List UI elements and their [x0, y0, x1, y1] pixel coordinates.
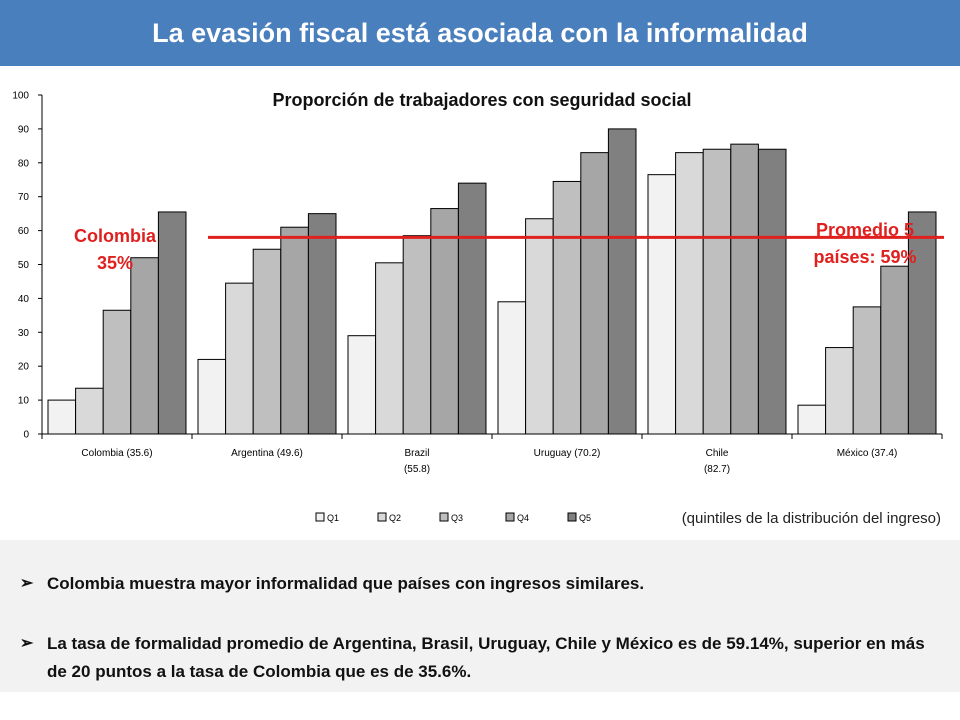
y-tick-label: 30: [18, 328, 30, 339]
bar-chart: Proporción de trabajadores con seguridad…: [12, 90, 944, 527]
legend-label-q3: Q3: [451, 513, 463, 523]
bar-q3: [702, 148, 732, 435]
bar-q5: [457, 182, 487, 435]
x-category-label: Argentina (49.6): [231, 448, 303, 459]
y-tick-label: 0: [23, 430, 29, 441]
bar-q3: [102, 309, 132, 435]
legend-label-q4: Q4: [517, 513, 529, 523]
legend-description: (quintiles de la distribución del ingres…: [682, 510, 941, 527]
bar-q2: [525, 218, 554, 435]
bar-q5: [607, 128, 637, 435]
legend-swatch-q4: [505, 512, 515, 522]
bar-q2: [825, 347, 854, 435]
y-tick-label: 60: [18, 226, 30, 237]
summary-bullet-text: Colombia muestra mayor informalidad que …: [47, 574, 645, 593]
bar-q3: [252, 248, 282, 435]
x-category-label: Chile: [706, 448, 729, 459]
bar-q3: [852, 306, 882, 435]
bar-q2: [225, 282, 254, 435]
chart-area: Proporción de trabajadores con seguridad…: [0, 66, 960, 540]
bar-q1: [797, 404, 827, 435]
chart-title: Proporción de trabajadores con seguridad…: [272, 90, 691, 110]
bar-q1: [197, 358, 227, 435]
average-annotation-line1: Promedio 5: [815, 220, 915, 240]
y-tick-label: 10: [18, 396, 30, 407]
x-category-label: Brazil: [404, 448, 429, 459]
x-category-label: (55.8): [404, 464, 430, 475]
bar-q5: [907, 211, 937, 435]
x-category-label: Uruguay (70.2): [534, 448, 601, 459]
y-tick-label: 50: [18, 260, 30, 271]
legend-label-q2: Q2: [389, 513, 401, 523]
summary-bullet-text: La tasa de formalidad promedio de Argent…: [47, 634, 925, 681]
bar-q1: [497, 301, 527, 435]
legend-swatch-q2: [377, 512, 387, 522]
legend-label-q1: Q1: [327, 513, 339, 523]
arrow-bullet-icon: ➢: [20, 575, 34, 592]
average-annotation: Promedio 5 países: 59%: [790, 217, 940, 271]
bar-q1: [47, 399, 77, 435]
x-category-label: Colombia (35.6): [81, 448, 152, 459]
bar-q4: [130, 257, 159, 435]
y-tick-label: 70: [18, 192, 30, 203]
bar-q4: [280, 226, 309, 435]
y-tick-label: 20: [18, 362, 30, 373]
summary-panel: ➢ Colombia muestra mayor informalidad qu…: [0, 540, 960, 692]
average-annotation-line2: países: 59%: [813, 247, 917, 267]
bar-q3: [552, 180, 582, 435]
bar-q1: [347, 335, 377, 435]
legend-swatch-q3: [439, 512, 449, 522]
bar-q2: [75, 387, 104, 435]
colombia-annotation: Colombia 35%: [50, 223, 180, 277]
colombia-annotation-line1: Colombia: [73, 226, 156, 246]
y-tick-label: 90: [18, 124, 30, 135]
bar-q4: [880, 265, 909, 435]
bar-q4: [430, 208, 459, 435]
bar-q4: [580, 152, 609, 435]
slide-title: La evasión fiscal está asociada con la i…: [0, 0, 960, 66]
arrow-bullet-icon: ➢: [20, 635, 34, 652]
bar-q1: [647, 174, 677, 435]
bar-q2: [375, 262, 404, 435]
y-tick-label: 80: [18, 158, 30, 169]
y-tick-label: 100: [12, 91, 29, 102]
colombia-annotation-line2: 35%: [96, 253, 134, 273]
x-category-label: (82.7): [704, 464, 730, 475]
legend-label-q5: Q5: [579, 513, 591, 523]
bar-q5: [757, 148, 787, 435]
legend-swatch-q1: [315, 512, 325, 522]
legend-swatch-q5: [567, 512, 577, 522]
bar-q4: [730, 143, 759, 435]
bar-q5: [157, 211, 187, 435]
bar-q5: [307, 213, 337, 435]
x-category-label: México (37.4): [837, 448, 898, 459]
bar-q2: [675, 152, 704, 435]
bar-q3: [402, 235, 432, 435]
y-tick-label: 40: [18, 294, 30, 305]
